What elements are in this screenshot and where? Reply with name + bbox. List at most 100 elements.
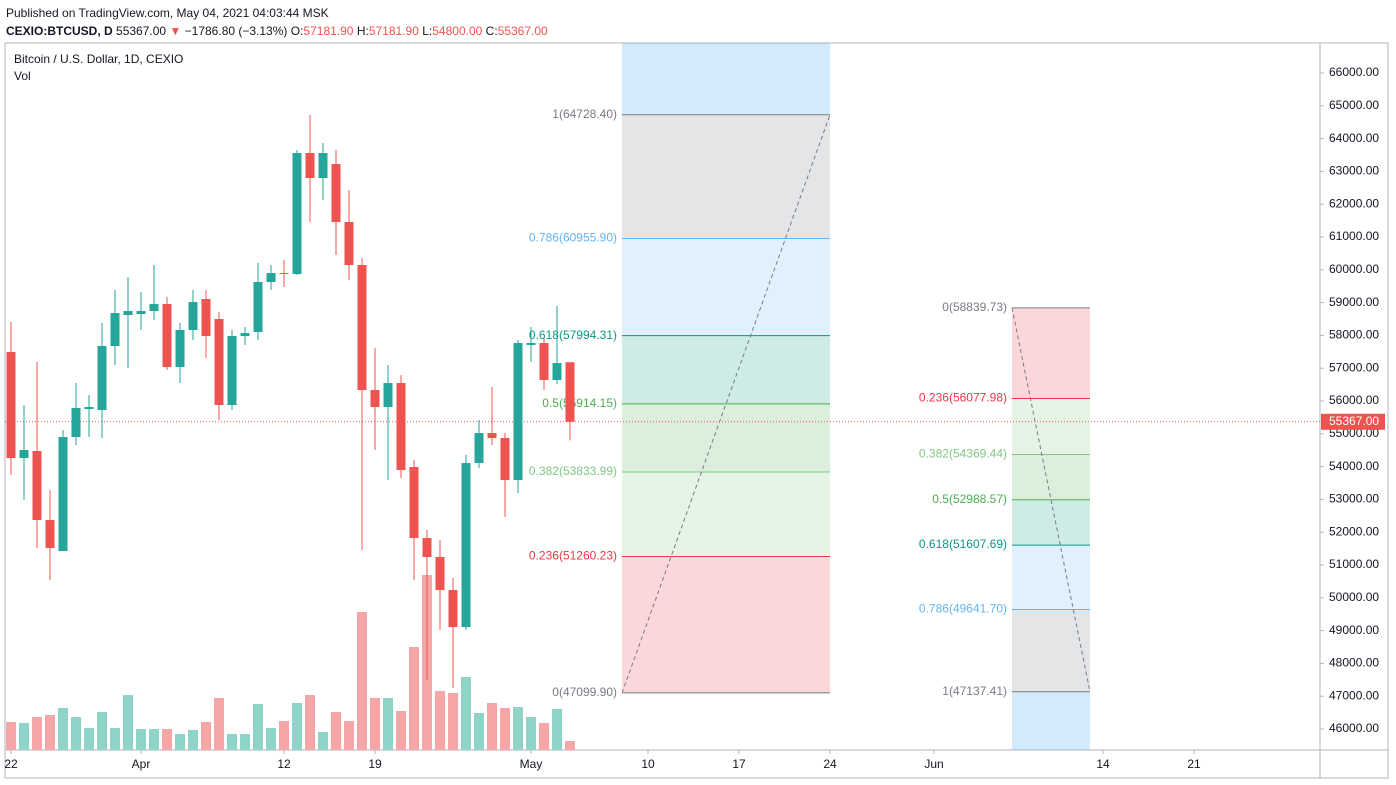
candle-body xyxy=(370,390,380,408)
volume-bar xyxy=(331,712,341,750)
fib-band xyxy=(1012,398,1090,455)
candle-body xyxy=(500,438,510,481)
fib-band xyxy=(622,472,830,557)
y-tick-label: 52000.00 xyxy=(1329,524,1379,538)
x-tick-label: May xyxy=(520,757,543,771)
volume-bar xyxy=(565,741,575,750)
candle-body xyxy=(396,383,406,471)
fib-band xyxy=(622,556,830,693)
axes: 46000.00 47000.00 48000.00 49000.00 50000.00… xyxy=(4,65,1385,771)
candle-body xyxy=(32,450,42,521)
volume-bar xyxy=(396,711,406,750)
fib-label: 1(47137.41) xyxy=(942,684,1007,698)
fib-label: 0.786(60955.90) xyxy=(529,231,617,245)
x-tick-label: 21 xyxy=(1187,757,1201,771)
candle-body xyxy=(318,153,328,179)
volume-bar xyxy=(461,677,471,750)
candle-body xyxy=(448,590,458,628)
candle-body xyxy=(123,311,133,316)
volume-bar xyxy=(6,722,16,750)
y-tick-label: 50000.00 xyxy=(1329,590,1379,604)
candle-body xyxy=(71,408,81,438)
o: 57181.90 xyxy=(303,24,354,38)
volume-bar xyxy=(526,717,536,750)
volume-bar xyxy=(110,728,120,750)
candle-body xyxy=(344,222,354,266)
candle-body xyxy=(539,343,549,381)
y-tick-label: 59000.00 xyxy=(1329,295,1379,309)
y-tick-label: 56000.00 xyxy=(1329,393,1379,407)
c-label: C: xyxy=(485,24,498,38)
fib-band xyxy=(622,238,830,336)
candle-body xyxy=(279,273,289,275)
y-tick-label: 48000.00 xyxy=(1329,656,1379,670)
fib-label: 1(64728.40) xyxy=(552,107,617,121)
symbol: CEXIO:BTCUSD, D xyxy=(6,24,113,38)
change: −1786.80 (−3.13%) xyxy=(184,24,288,38)
volume-bar xyxy=(136,729,146,750)
h-label: H: xyxy=(356,24,369,38)
fib-label: 0.5(52988.57) xyxy=(932,492,1007,506)
x-tick-label: Apr xyxy=(132,757,151,771)
published: Published on TradingView.com, May 04, 20… xyxy=(6,6,329,20)
fib-extension xyxy=(622,43,830,115)
volume-bar xyxy=(552,709,562,750)
fib-label: 0.786(49641.70) xyxy=(919,602,1007,616)
y-tick-label: 53000.00 xyxy=(1329,492,1379,506)
volume-bar xyxy=(227,734,237,750)
volume-bar xyxy=(305,695,315,750)
plot: 0(47099.90) 0.236(51260.23) 0.382(53833.99… xyxy=(5,43,1320,750)
candle-body xyxy=(292,153,302,275)
fib-label: 0.382(54369.44) xyxy=(919,447,1007,461)
candle-body xyxy=(162,304,172,368)
fib-band xyxy=(1012,307,1090,399)
volume-title: Vol xyxy=(14,69,31,83)
y-tick-label: 60000.00 xyxy=(1329,262,1379,276)
fib-label: 0.236(51260.23) xyxy=(529,549,617,563)
volume-bar xyxy=(175,734,185,750)
volume-bar xyxy=(318,732,328,750)
candle-body xyxy=(435,557,445,591)
fib-label: 0.236(56077.98) xyxy=(919,391,1007,405)
chart-title: Bitcoin / U.S. Dollar, 1D, CEXIO xyxy=(14,52,183,66)
candle-body xyxy=(214,319,224,406)
candle-body xyxy=(188,302,198,330)
l-label: L: xyxy=(422,24,433,38)
arrow: ▼ xyxy=(169,24,182,38)
volume-bar xyxy=(32,717,42,750)
o-label: O: xyxy=(290,24,304,38)
x-tick-label: 10 xyxy=(641,757,655,771)
volume-bar xyxy=(513,707,523,750)
y-tick-label: 64000.00 xyxy=(1329,131,1379,145)
fib-label: 0.618(57994.31) xyxy=(529,328,617,342)
y-tick-label: 47000.00 xyxy=(1329,688,1379,702)
last-price-box xyxy=(1321,413,1385,430)
candle-body xyxy=(227,336,237,406)
volume-bar xyxy=(188,730,198,750)
volume-bar xyxy=(19,723,29,750)
fib-band xyxy=(1012,609,1090,692)
volume-bar xyxy=(149,729,159,750)
volume-bar xyxy=(292,703,302,750)
header: Published on TradingView.com, May 04, 20… xyxy=(6,4,548,40)
fib-band xyxy=(1012,454,1090,500)
candle-body xyxy=(110,313,120,347)
fib-band xyxy=(622,114,830,239)
y-tick-label: 61000.00 xyxy=(1329,229,1379,243)
volume-bar xyxy=(266,728,276,750)
candle-body xyxy=(175,329,185,368)
fib-trend xyxy=(621,114,831,694)
candle-body xyxy=(461,463,471,628)
volume-bar xyxy=(344,721,354,750)
quote-line: CEXIO:BTCUSD, D 55367.00 ▼ −1786.80 (−3.… xyxy=(6,22,548,40)
c: 55367.00 xyxy=(497,24,548,38)
candle-body xyxy=(474,433,484,464)
volume-bar xyxy=(279,721,289,750)
y-tick-label: 54000.00 xyxy=(1329,459,1379,473)
y-tick-label: 51000.00 xyxy=(1329,557,1379,571)
x-tick-label: 17 xyxy=(732,757,746,771)
fib-label: 0.618(51607.69) xyxy=(919,537,1007,551)
volume-bar xyxy=(487,703,497,750)
candle-body xyxy=(565,362,575,422)
